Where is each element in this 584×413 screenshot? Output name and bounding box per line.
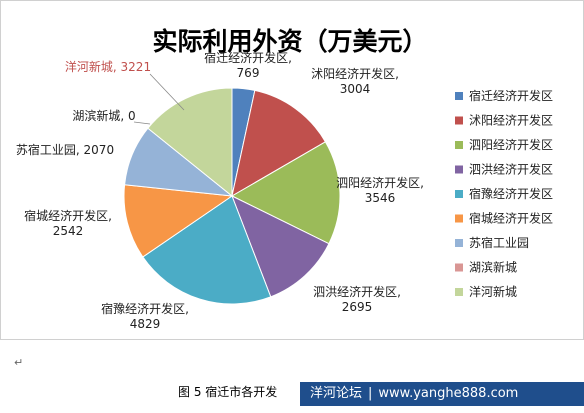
data-label-value: 2695	[342, 300, 373, 314]
legend-label: 宿城经济开发区	[469, 211, 553, 226]
pie-slice	[231, 194, 330, 298]
figure-caption: 图 5 宿迁市各开发	[178, 385, 278, 399]
leader-line	[149, 73, 185, 111]
legend-swatch	[455, 165, 463, 174]
data-label: 宿城经济开发区,	[24, 208, 112, 223]
leader-line	[133, 121, 151, 125]
legend-label: 宿豫经济开发区	[469, 186, 553, 201]
data-label: 洋河新城, 3221	[65, 59, 151, 74]
pie-slice	[147, 87, 233, 198]
pie-slices	[123, 87, 341, 305]
data-label-value: 2542	[53, 224, 84, 238]
watermark-site: 洋河论坛	[310, 386, 363, 401]
data-label: 泗洪经济开发区,	[313, 284, 401, 299]
data-label-value: 4829	[130, 317, 161, 331]
legend-label: 苏宿工业园	[469, 235, 529, 250]
legend-label: 宿迁经济开发区	[469, 88, 553, 103]
chart-title: 实际利用外资（万美元）	[152, 27, 427, 56]
legend-label: 泗阳经济开发区	[469, 137, 553, 152]
legend-swatch	[455, 214, 463, 223]
data-label-value: 3546	[365, 191, 396, 205]
data-label-value: 769	[237, 66, 260, 80]
data-label-value: 3004	[340, 82, 371, 96]
watermark-url: www.yanghe888.com	[378, 386, 519, 401]
pie-chart: 实际利用外资（万美元） 宿迁经济开发区,769 沭阳经济开发区,3004 泗阳经济开…	[16, 27, 553, 331]
legend-label: 沭阳经济开发区	[469, 113, 553, 128]
legend-label: 泗洪经济开发区	[469, 162, 553, 177]
legend-swatch	[455, 92, 463, 100]
legend-swatch	[455, 116, 463, 125]
watermark-separator: |	[368, 386, 373, 401]
paragraph-mark: ↵	[14, 356, 24, 369]
pie-slice	[123, 184, 234, 258]
legend-label: 湖滨新城	[469, 260, 517, 275]
legend-swatch	[455, 263, 463, 272]
data-label: 宿迁经济开发区,	[204, 50, 292, 65]
watermark-banner: 洋河论坛 | www.yanghe888.com	[300, 382, 584, 406]
data-label: 泗阳经济开发区,	[336, 175, 424, 190]
pie-slice	[231, 89, 327, 197]
pie-slice	[230, 141, 341, 245]
data-label: 湖滨新城, 0	[72, 108, 135, 123]
data-label: 苏宿工业园, 2070	[16, 142, 114, 157]
data-label: 宿豫经济开发区,	[101, 301, 189, 316]
legend-swatch	[455, 239, 463, 247]
legend-swatch	[455, 141, 463, 149]
pie-slice	[142, 195, 272, 305]
data-label: 沭阳经济开发区,	[311, 66, 399, 81]
legend-swatch	[455, 190, 463, 198]
legend-label: 洋河新城	[469, 284, 517, 299]
leader-lines	[133, 73, 185, 125]
legend-swatch	[455, 288, 463, 296]
data-labels: 宿迁经济开发区,769 沭阳经济开发区,3004 泗阳经济开发区,3546 泗洪经济开…	[16, 50, 424, 331]
legend: 宿迁经济开发区沭阳经济开发区泗阳经济开发区泗洪经济开发区宿豫经济开发区宿城经济开…	[455, 88, 553, 299]
